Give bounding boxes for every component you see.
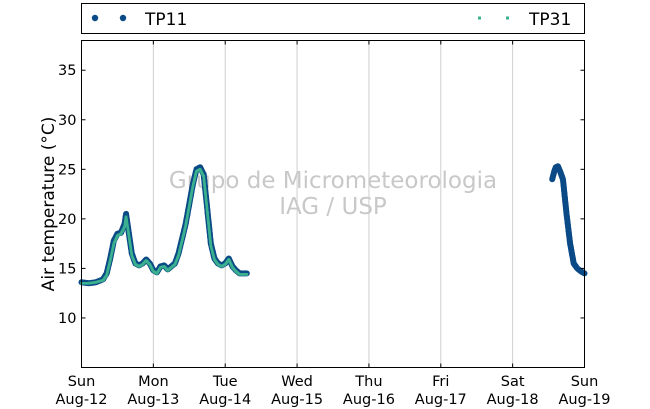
x-tick-label-day: Tue — [212, 374, 238, 390]
y-tick-label: 30 — [58, 113, 76, 129]
series-layer — [78, 163, 588, 287]
x-tick-label-day: Wed — [281, 374, 313, 390]
y-tick-label: 10 — [58, 311, 76, 327]
x-tick-label-date: Aug-19 — [559, 392, 611, 408]
x-tick-label-date: Aug-18 — [487, 392, 539, 408]
series-tp31 — [80, 168, 249, 285]
grid-lines — [152, 40, 514, 368]
data-point — [245, 273, 249, 276]
x-tick-label-date: Aug-15 — [271, 392, 323, 408]
x-tick-label-date: Aug-12 — [56, 392, 108, 408]
x-tick-label-date: Aug-17 — [415, 392, 467, 408]
plot-frame — [81, 40, 585, 368]
x-tick-label-date: Aug-14 — [199, 392, 251, 408]
x-tick-label-day: Sat — [501, 374, 525, 390]
watermark-line-2: IAG / USP — [279, 194, 387, 220]
y-tick-label: 25 — [58, 162, 76, 178]
y-axis-label: Air temperature (°C) — [39, 117, 59, 292]
legend-box — [81, 3, 585, 34]
x-tick-label-day: Fri — [432, 374, 449, 390]
x-tick-label-day: Thu — [354, 374, 382, 390]
legend-marker-tp31 — [506, 16, 509, 20]
x-tick-label-day: Sun — [571, 374, 599, 390]
x-tick-label-day: Mon — [138, 374, 169, 390]
x-tick-label-date: Aug-13 — [127, 392, 179, 408]
y-tick-label: 35 — [58, 63, 76, 79]
legend-label-tp11: TP11 — [144, 10, 187, 30]
legend-marker-tp11 — [119, 14, 127, 22]
x-tick-label-date: Aug-16 — [343, 392, 395, 408]
watermark-line-1: Grupo de Micrometeorologia — [169, 168, 497, 194]
x-tick-label-day: Sun — [68, 374, 96, 390]
legend-marker-tp31 — [478, 16, 481, 20]
legend-label-tp31: TP31 — [528, 10, 571, 30]
axes: Sun Aug-12 Mon Aug-13 Tue Aug-14 Wed Aug-15 Thu A… — [56, 40, 611, 408]
y-tick-label: 20 — [58, 212, 76, 228]
y-tick-label: 15 — [58, 261, 76, 277]
legend-marker-tp11 — [91, 14, 99, 22]
